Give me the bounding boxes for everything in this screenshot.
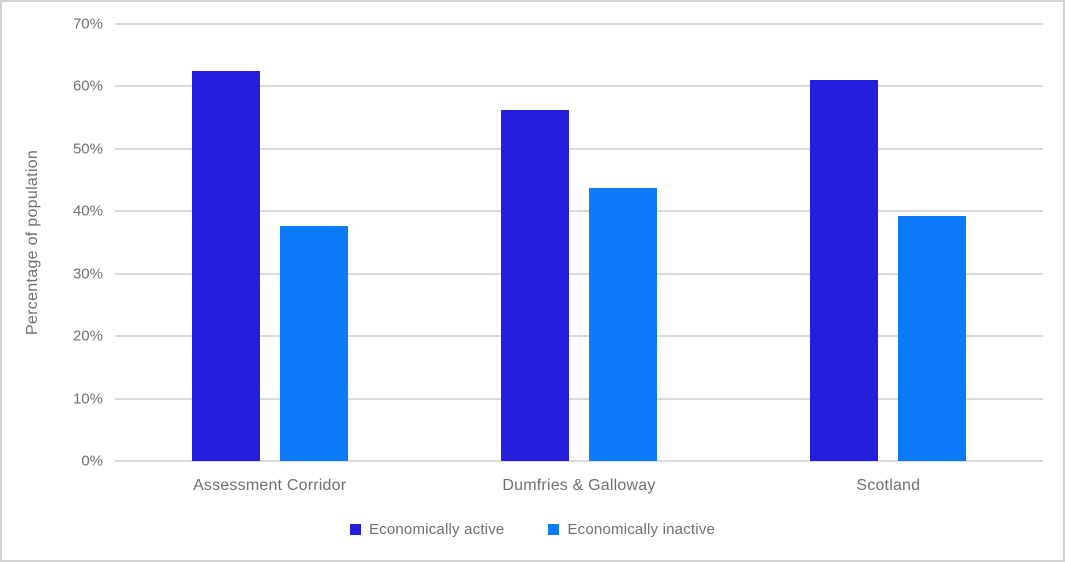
x-axis-category-labels: Assessment Corridor Dumfries & Galloway Sc… <box>115 477 1043 495</box>
legend-item: Economically inactive <box>548 521 715 538</box>
x-category-label: Scotland <box>856 477 921 494</box>
y-tick-label-10: 10% <box>72 390 103 408</box>
legend-label: Economically active <box>368 521 505 538</box>
gridline-50 <box>115 147 1043 150</box>
x-category-label: Assessment Corridor <box>193 477 347 494</box>
legend: Economically active Economically inactive <box>2 521 1063 538</box>
y-tick-label-50: 50% <box>72 140 103 158</box>
gridline-10 <box>115 397 1043 400</box>
y-tick-label-40: 40% <box>72 202 103 220</box>
bar-economically-inactive <box>898 216 967 461</box>
gridline-0 <box>115 460 1043 462</box>
gridline-60 <box>115 85 1043 88</box>
legend-swatch-icon <box>548 524 560 535</box>
x-category-label: Dumfries & Galloway <box>502 477 656 494</box>
bar-group <box>115 24 424 461</box>
bar-group <box>734 24 1043 461</box>
y-tick-label-30: 30% <box>72 265 103 283</box>
bar-groups <box>115 24 1043 461</box>
gridline-20 <box>115 335 1043 338</box>
legend-label: Economically inactive <box>567 521 716 538</box>
y-tick-label-70: 70% <box>72 15 103 33</box>
plot-area <box>115 23 1043 462</box>
bar-economically-inactive <box>279 226 348 461</box>
bar-economically-inactive <box>588 188 657 461</box>
y-tick-label-20: 20% <box>72 327 103 345</box>
gridline-30 <box>115 272 1043 275</box>
gridline-40 <box>115 210 1043 213</box>
y-tick-label-60: 60% <box>72 77 103 95</box>
y-axis-tick-labels: 0% 10% 20% 30% 40% 50% 60% 70% <box>2 16 103 470</box>
legend-swatch-icon <box>349 524 361 535</box>
y-tick-label-0: 0% <box>81 452 103 470</box>
bar-group <box>424 24 733 461</box>
bar-economically-active <box>191 71 260 461</box>
bar-economically-active <box>810 80 879 461</box>
gridline-70 <box>115 23 1043 25</box>
legend-item: Economically active <box>349 521 505 538</box>
bar-economically-active <box>500 109 569 461</box>
